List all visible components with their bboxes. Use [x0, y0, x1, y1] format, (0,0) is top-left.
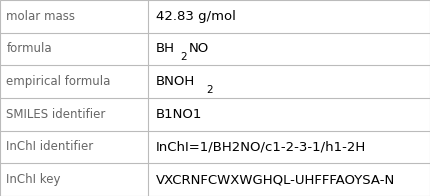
Text: InChI identifier: InChI identifier	[6, 141, 94, 153]
Text: 2: 2	[207, 85, 213, 95]
Text: 42.83 g/mol: 42.83 g/mol	[156, 10, 236, 23]
Text: SMILES identifier: SMILES identifier	[6, 108, 106, 121]
Text: empirical formula: empirical formula	[6, 75, 111, 88]
Text: formula: formula	[6, 43, 52, 55]
Text: VXCRNFCWXWGHQL-UHFFFAOYSA-N: VXCRNFCWXWGHQL-UHFFFAOYSA-N	[156, 173, 395, 186]
Text: BH: BH	[156, 43, 175, 55]
Text: InChI=1/BH2NO/c1-2-3-1/h1-2H: InChI=1/BH2NO/c1-2-3-1/h1-2H	[156, 141, 366, 153]
Text: molar mass: molar mass	[6, 10, 75, 23]
Text: InChI key: InChI key	[6, 173, 61, 186]
Text: 2: 2	[181, 52, 187, 62]
Text: NO: NO	[189, 43, 209, 55]
Text: BNOH: BNOH	[156, 75, 195, 88]
Text: B1NO1: B1NO1	[156, 108, 203, 121]
